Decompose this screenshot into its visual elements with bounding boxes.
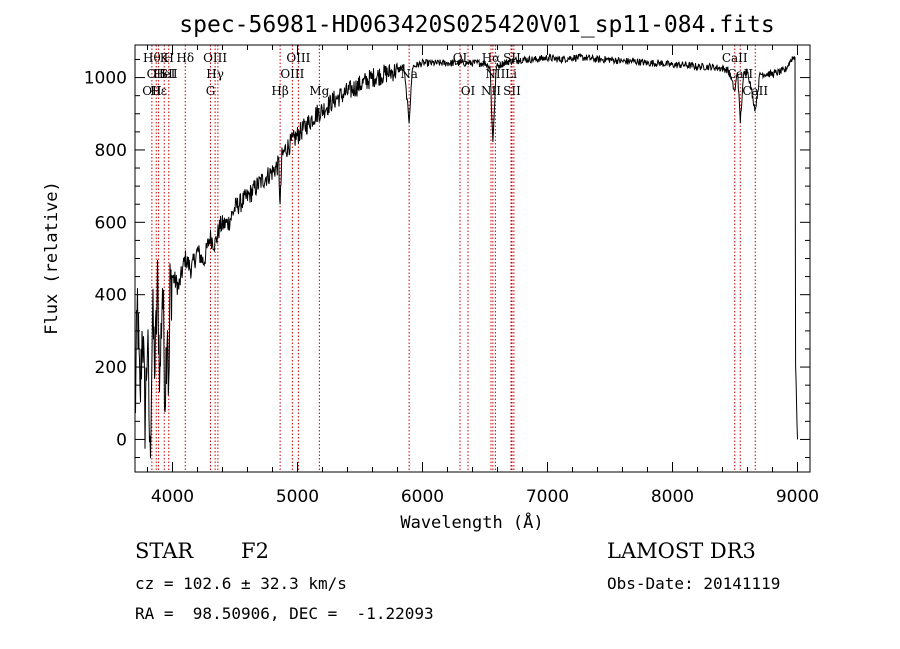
spectral-line-label: OI xyxy=(453,51,468,65)
spectral-line-markers xyxy=(151,45,756,472)
spectral-line-label: Na xyxy=(400,67,418,81)
plot-frame xyxy=(134,44,811,473)
spectrum-line xyxy=(134,52,798,459)
x-axis-label: Wavelength (Å) xyxy=(400,511,543,533)
spectral-line-label: Hβ xyxy=(271,84,288,98)
spectral-line-label: H xyxy=(164,51,174,65)
spectral-line-label: G xyxy=(206,84,216,98)
x-tick-label: 4000 xyxy=(151,487,194,507)
x-tick-label: 7000 xyxy=(526,487,569,507)
y-tick-label: 1000 xyxy=(84,69,127,89)
y-tick-label: 600 xyxy=(95,213,127,233)
spectral-line-label: Hθ xyxy=(143,51,161,65)
spectral-line-label: CaII xyxy=(727,67,753,81)
spectral-subclass: F2 xyxy=(241,539,269,563)
spectral-line-label: Mg xyxy=(309,84,329,98)
object-class: STAR xyxy=(135,539,194,563)
y-tick-label: 200 xyxy=(95,358,127,378)
spectral-line-label: Hα xyxy=(482,51,501,65)
spectral-line-label: Hδ xyxy=(176,51,194,65)
spectral-line-label: Hγ xyxy=(206,67,224,81)
spectral-line-label: HeI xyxy=(153,67,176,81)
y-axis-label: Flux (relative) xyxy=(42,181,62,335)
y-tick-label: 800 xyxy=(95,141,127,161)
spectral-line-label: CaII xyxy=(722,51,748,65)
spectral-line-label: K xyxy=(160,51,170,65)
spectral-line-label: CaII xyxy=(742,84,768,98)
obs-date: Obs-Date: 20141119 xyxy=(607,574,781,593)
spectral-line-label: OIII xyxy=(203,51,227,65)
redshift-text: cz = 102.6 ± 32.3 km/s xyxy=(135,574,347,593)
spectral-line-labels: HθOIIOIIHεKHeIHSIIHδGOIIIHγHβOIIIOIIIMgN… xyxy=(142,51,768,98)
x-tick-label: 6000 xyxy=(401,487,444,507)
coordinates-text: RA = 98.50906, DEC = -1.22093 xyxy=(135,604,434,623)
spectral-line-label: OIII xyxy=(286,51,310,65)
survey-name: LAMOST DR3 xyxy=(607,539,756,563)
spectral-line-label: NII xyxy=(485,67,505,81)
spectral-line-label: Hε xyxy=(150,84,167,98)
chart-title: spec-56981-HD063420S025420V01_sp11-084.f… xyxy=(179,12,774,38)
spectral-line-label: OII xyxy=(142,84,162,98)
spectral-line-label: Li xyxy=(505,67,517,81)
y-tick-label: 400 xyxy=(95,286,127,306)
x-tick-label: 5000 xyxy=(276,487,319,507)
spectral-line-label: OIII xyxy=(280,67,304,81)
y-tick-label: 0 xyxy=(116,430,127,450)
spectral-line-label: OII xyxy=(147,67,167,81)
spectral-line-label: OI xyxy=(461,84,476,98)
spectral-line-label: SII xyxy=(503,84,521,98)
axis-ticks: 4000 5000 6000 7000 8000 9000 0 200 400 600 800 100… xyxy=(84,45,819,507)
x-tick-label: 9000 xyxy=(776,487,819,507)
x-tick-label: 8000 xyxy=(651,487,694,507)
spectral-line-label: SII xyxy=(503,51,521,65)
spectral-line-label: NII xyxy=(481,84,501,98)
spectral-line-label: SII xyxy=(160,67,178,81)
